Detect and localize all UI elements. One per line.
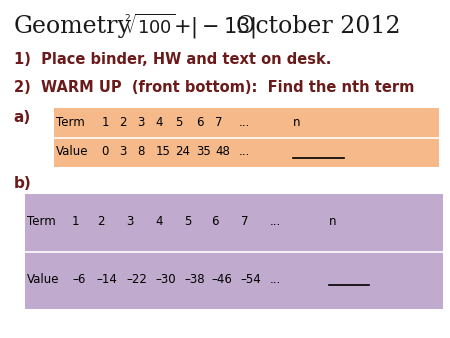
Text: 24: 24 bbox=[176, 145, 190, 159]
Text: Term: Term bbox=[27, 215, 56, 228]
Bar bbox=[54, 108, 439, 167]
Text: 6: 6 bbox=[212, 215, 219, 228]
Text: ...: ... bbox=[270, 273, 281, 286]
Text: 2)  WARM UP  (front bottom):  Find the nth term: 2) WARM UP (front bottom): Find the nth … bbox=[14, 80, 414, 95]
Text: 1: 1 bbox=[101, 116, 109, 129]
Text: a): a) bbox=[14, 110, 31, 125]
Text: $\mathregular{\sqrt[2]{100}}$: $\mathregular{\sqrt[2]{100}}$ bbox=[124, 14, 176, 38]
Text: Term: Term bbox=[56, 116, 85, 129]
Text: 3: 3 bbox=[126, 215, 133, 228]
Text: –54: –54 bbox=[241, 273, 261, 286]
Text: –30: –30 bbox=[155, 273, 176, 286]
Text: 6: 6 bbox=[196, 116, 203, 129]
Text: 8: 8 bbox=[137, 145, 144, 159]
Text: 3: 3 bbox=[137, 116, 144, 129]
Text: ...: ... bbox=[238, 145, 250, 159]
Text: –14: –14 bbox=[97, 273, 117, 286]
Text: –38: –38 bbox=[184, 273, 205, 286]
Text: 48: 48 bbox=[215, 145, 230, 159]
Text: October 2012: October 2012 bbox=[236, 15, 401, 38]
Text: ...: ... bbox=[270, 215, 281, 228]
Text: –6: –6 bbox=[72, 273, 86, 286]
Text: Value: Value bbox=[56, 145, 89, 159]
Text: 15: 15 bbox=[155, 145, 170, 159]
Text: Value: Value bbox=[27, 273, 59, 286]
Text: $\mathregular{+|-13|}$: $\mathregular{+|-13|}$ bbox=[173, 15, 256, 40]
Text: 35: 35 bbox=[196, 145, 211, 159]
Text: –46: –46 bbox=[212, 273, 232, 286]
Text: 7: 7 bbox=[215, 116, 223, 129]
Text: 4: 4 bbox=[155, 215, 163, 228]
Text: 7: 7 bbox=[241, 215, 248, 228]
Bar bbox=[25, 194, 443, 309]
Text: n: n bbox=[328, 215, 336, 228]
Text: 0: 0 bbox=[101, 145, 108, 159]
Text: –22: –22 bbox=[126, 273, 147, 286]
Text: b): b) bbox=[14, 176, 31, 191]
Text: 2: 2 bbox=[119, 116, 127, 129]
Text: 5: 5 bbox=[176, 116, 183, 129]
Text: 5: 5 bbox=[184, 215, 192, 228]
Text: 2: 2 bbox=[97, 215, 104, 228]
Text: 4: 4 bbox=[155, 116, 163, 129]
Text: 1: 1 bbox=[72, 215, 80, 228]
Text: 3: 3 bbox=[119, 145, 126, 159]
Text: ...: ... bbox=[238, 116, 250, 129]
Text: n: n bbox=[292, 116, 300, 129]
Text: 1)  Place binder, HW and text on desk.: 1) Place binder, HW and text on desk. bbox=[14, 52, 331, 67]
Text: Geometry: Geometry bbox=[14, 15, 131, 38]
